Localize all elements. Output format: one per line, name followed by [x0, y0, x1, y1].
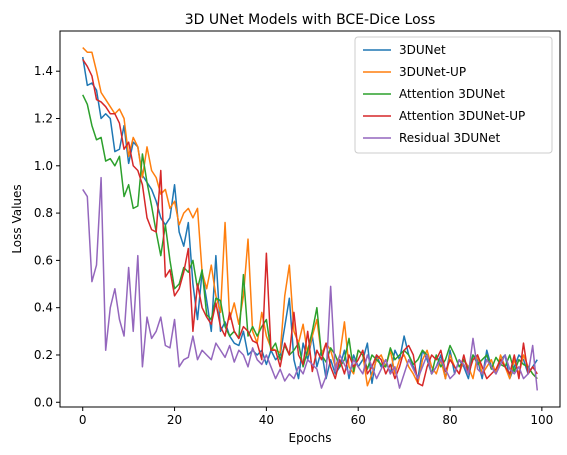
x-tick-label: 20 — [167, 413, 182, 427]
y-tick-label: 0.6 — [34, 253, 53, 267]
chart-title: 3D UNet Models with BCE-Dice Loss — [185, 12, 436, 28]
y-tick-label: 0.2 — [34, 348, 53, 362]
legend: 3DUNet 3DUNet-UP Attention 3DUNet Attention… — [354, 36, 553, 154]
y-tick-label: 1.2 — [34, 111, 53, 125]
legend-label: Residual 3DUNet — [399, 131, 501, 145]
y-tick-label: 0.8 — [34, 206, 53, 220]
series-layer — [81, 47, 539, 391]
y-tick-label: 0.4 — [34, 301, 53, 315]
legend-label: Attention 3DUNet-UP — [399, 109, 525, 123]
series-line-5 — [82, 176, 539, 391]
y-axis-label: Loss Values — [10, 184, 24, 253]
y-axis: 0.0 0.2 0.4 0.6 0.8 1.0 1.2 1.4 — [34, 64, 60, 409]
x-tick-label: 40 — [259, 413, 274, 427]
x-axis-label: Epochs — [289, 431, 332, 445]
legend-box — [354, 36, 553, 154]
x-tick-label: 60 — [351, 413, 366, 427]
legend-label: 3DUNet — [399, 43, 446, 57]
series-line-4 — [82, 58, 538, 387]
x-axis: 0 20 40 60 80 100 — [79, 407, 553, 427]
plot-frame — [59, 30, 561, 408]
legend-label: 3DUNet-UP — [399, 65, 466, 79]
x-tick-label: 100 — [530, 413, 553, 427]
y-tick-label: 1.0 — [34, 159, 53, 173]
y-tick-label: 1.4 — [34, 64, 53, 78]
legend-label: Attention 3DUNet — [399, 87, 505, 101]
y-tick-label: 0.0 — [34, 395, 53, 409]
x-tick-label: 0 — [79, 413, 87, 427]
x-tick-label: 80 — [442, 413, 457, 427]
